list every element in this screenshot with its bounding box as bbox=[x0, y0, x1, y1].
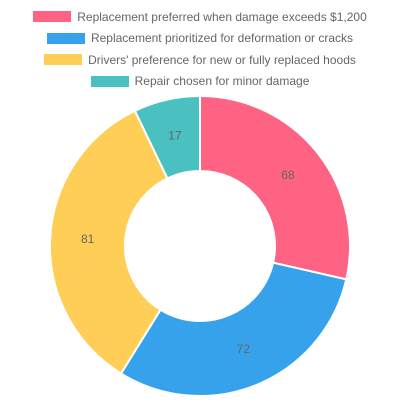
labels-group: 68 72 81 17 bbox=[81, 128, 295, 355]
slice-value-label: 68 bbox=[281, 168, 295, 182]
legend-item[interactable]: Replacement preferred when damage exceed… bbox=[0, 6, 400, 28]
slice-value-label: 81 bbox=[81, 232, 95, 246]
legend-item[interactable]: Drivers' preference for new or fully rep… bbox=[0, 49, 400, 71]
slice-value-label: 72 bbox=[237, 342, 251, 356]
donut-slice[interactable] bbox=[49, 109, 169, 375]
legend-item[interactable]: Replacement prioritized for deformation … bbox=[0, 28, 400, 50]
donut-slice[interactable] bbox=[199, 94, 351, 281]
legend-label: Repair chosen for minor damage bbox=[134, 74, 310, 89]
legend-item[interactable]: Repair chosen for minor damage bbox=[0, 71, 400, 93]
legend-swatch bbox=[46, 32, 85, 44]
legend-swatch bbox=[44, 54, 83, 66]
legend-label: Replacement preferred when damage exceed… bbox=[77, 9, 367, 24]
legend-label: Drivers' preference for new or fully rep… bbox=[88, 52, 356, 67]
slices-group bbox=[49, 94, 351, 397]
legend-swatch bbox=[90, 75, 129, 87]
legend: Replacement preferred when damage exceed… bbox=[0, 6, 400, 92]
donut-slice[interactable] bbox=[133, 94, 201, 180]
donut-slice[interactable] bbox=[119, 261, 348, 397]
slice-value-label: 17 bbox=[168, 128, 182, 142]
legend-label: Replacement prioritized for deformation … bbox=[90, 31, 354, 46]
legend-swatch bbox=[33, 11, 72, 23]
